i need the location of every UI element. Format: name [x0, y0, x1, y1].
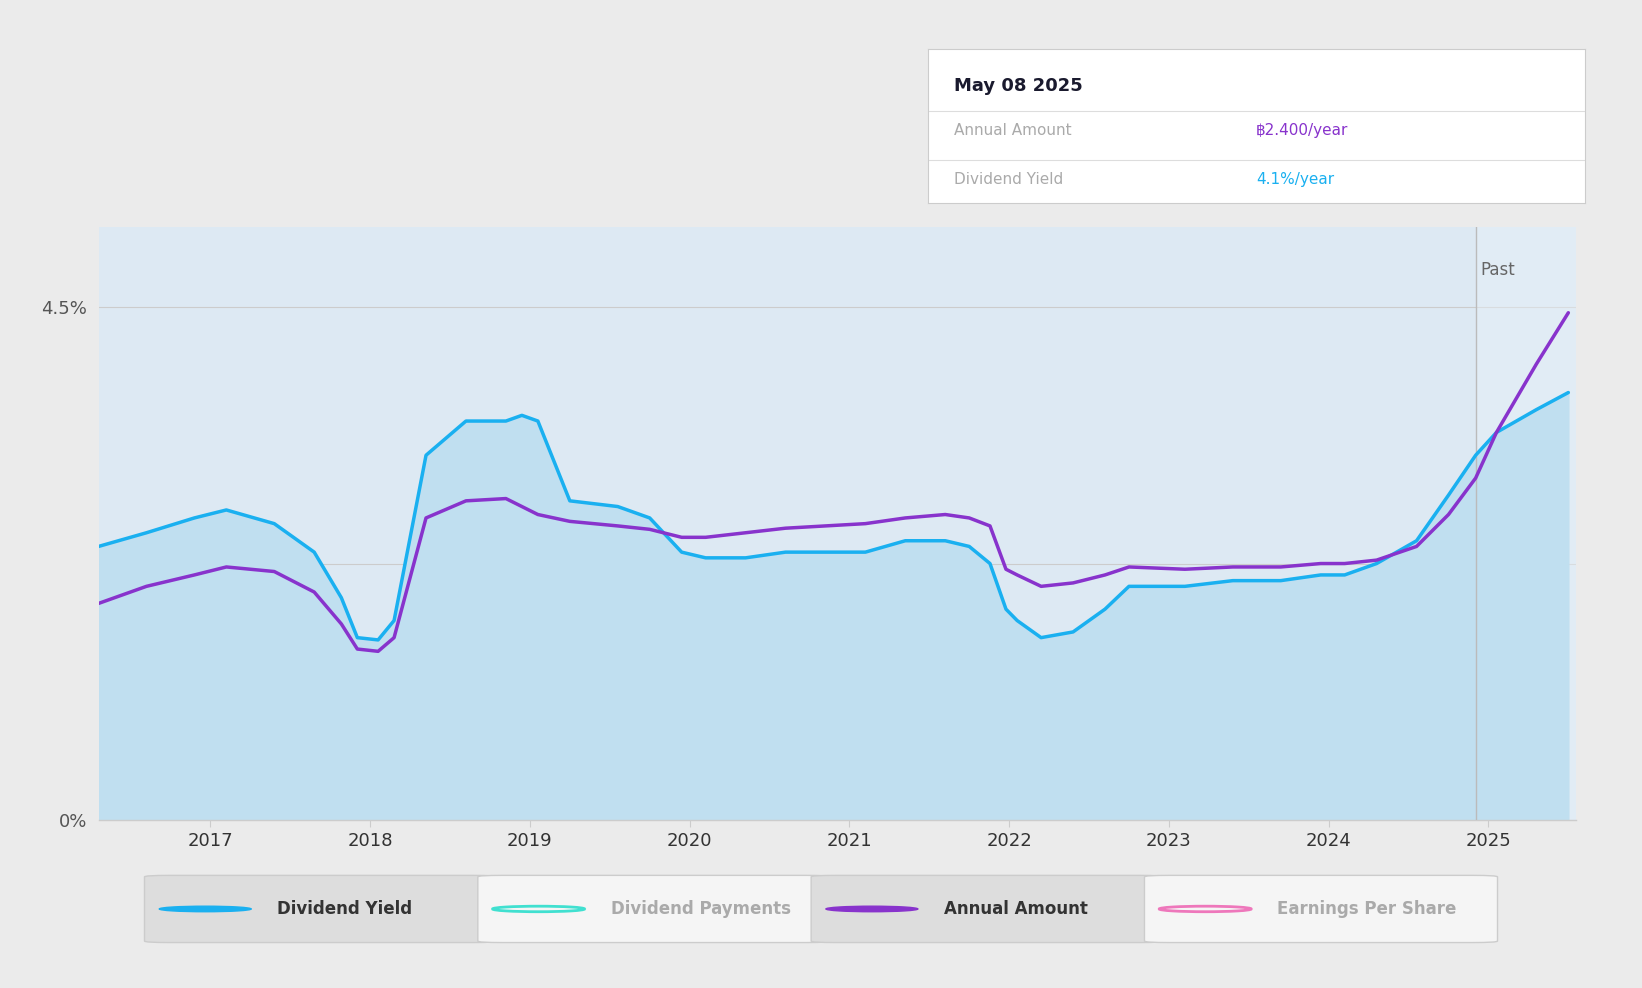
Text: Annual Amount: Annual Amount — [954, 123, 1072, 138]
Bar — [1476, 227, 1576, 820]
Text: Dividend Yield: Dividend Yield — [954, 172, 1064, 187]
Text: Dividend Yield: Dividend Yield — [277, 900, 412, 918]
Text: May 08 2025: May 08 2025 — [954, 77, 1082, 95]
Text: ฿2.400/year: ฿2.400/year — [1256, 123, 1348, 138]
FancyBboxPatch shape — [144, 875, 498, 943]
Text: Dividend Payments: Dividend Payments — [611, 900, 791, 918]
Circle shape — [826, 906, 918, 912]
FancyBboxPatch shape — [811, 875, 1164, 943]
FancyBboxPatch shape — [478, 875, 831, 943]
Circle shape — [159, 906, 251, 912]
Text: Earnings Per Share: Earnings Per Share — [1277, 900, 1456, 918]
Text: Past: Past — [1481, 262, 1516, 280]
Text: 4.1%/year: 4.1%/year — [1256, 172, 1335, 187]
Text: Annual Amount: Annual Amount — [944, 900, 1089, 918]
FancyBboxPatch shape — [1144, 875, 1498, 943]
